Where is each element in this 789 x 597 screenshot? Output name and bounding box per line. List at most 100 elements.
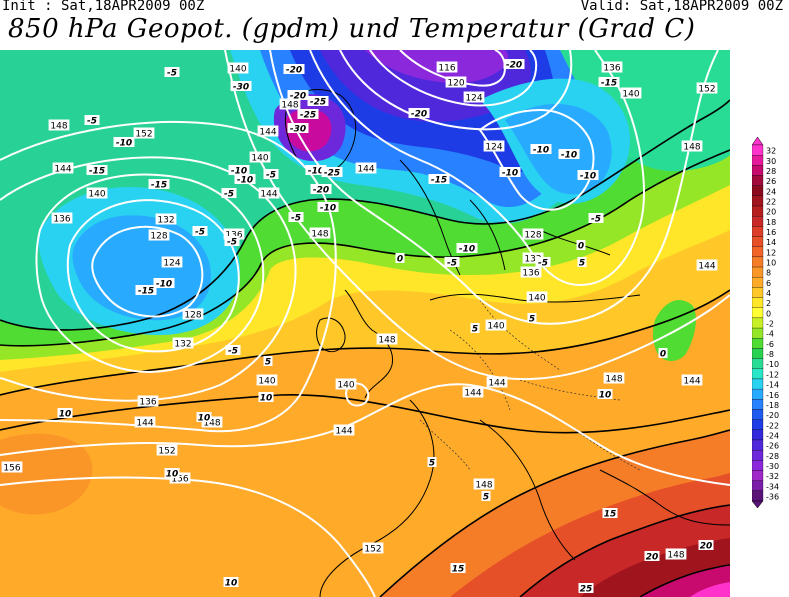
geopotential-label: 152 (158, 447, 175, 457)
geopotential-label: 144 (54, 165, 71, 175)
legend-swatch (752, 226, 764, 237)
temperature-label-box (317, 202, 339, 212)
geopotential-label: 136 (522, 269, 539, 279)
temperature-label-box (456, 243, 478, 253)
temperature-label: -5 (291, 214, 301, 224)
legend-bar (752, 137, 764, 509)
temp-band-32 (690, 582, 730, 597)
geopotential-label: 132 (524, 255, 541, 265)
legend-label: -30 (766, 462, 779, 471)
legend-canvas: 32302826242220181614121086420-2-4-6-8-10… (752, 137, 779, 509)
temperature-label: -30 (290, 125, 306, 135)
legend-label: -28 (766, 452, 779, 461)
geopotential-label-box (335, 378, 357, 390)
temperature-label: -20 (411, 110, 427, 120)
legend-swatch (752, 256, 764, 268)
temperature-label: 10 (198, 414, 211, 424)
temperature-label-box (658, 348, 668, 358)
temperature-label-box (598, 77, 620, 87)
geopotential-label: 152 (364, 545, 381, 555)
legend-swatch (752, 439, 764, 451)
legend-label: 32 (766, 147, 776, 156)
geopotential-label: 136 (53, 215, 70, 225)
legend-swatch (752, 348, 764, 359)
geopot-128 (66, 199, 240, 353)
legend-label: 26 (766, 177, 776, 186)
temperature-label-box (164, 468, 180, 478)
legend-label: -14 (766, 381, 779, 390)
temperature-label: -10 (308, 167, 324, 177)
legend-label: 28 (766, 167, 776, 176)
color-legend: 32 30 28 26 24 22 20 18 16 14 12 10 8 6 4 2 0 -2 -4 -6 -8 -10… (752, 137, 789, 509)
isotherm-15 (379, 429, 730, 597)
geopotential-label-box (376, 333, 398, 345)
geopotential-label: 120 (447, 79, 464, 89)
geopotential-label: 136 (603, 64, 620, 74)
temperature-label: -15 (431, 176, 447, 186)
legend-swatch (752, 460, 764, 471)
geopotential-label-box (696, 259, 718, 271)
legend-arrow-bottom (752, 500, 764, 509)
legend-label: 8 (766, 269, 771, 278)
temperature-label: -15 (601, 79, 617, 89)
temperature-label: -15 (151, 181, 167, 191)
geopotential-label-box (473, 478, 495, 490)
geopotential-label: 148 (203, 419, 220, 429)
temperature-label-box (287, 123, 309, 133)
temperature-label-box (84, 115, 100, 125)
geopotential-label: 132 (157, 216, 174, 226)
coast-sweden (469, 199, 506, 271)
isotherm-5 (0, 289, 730, 396)
temperature-label-box (228, 165, 250, 175)
temperature-label: 15 (604, 510, 617, 520)
temperature-label-box (153, 278, 175, 288)
temperature-label: -10 (533, 146, 549, 156)
legend-swatch (752, 266, 764, 278)
legend-swatch (752, 419, 764, 430)
temperature-label: -15 (138, 287, 154, 297)
geopotential-label: 144 (260, 190, 277, 200)
legend-arrow-top (752, 137, 764, 146)
temperature-label: 5 (472, 325, 478, 335)
temperature-labels: -5 -20 -20-30 -15-20-25-25-30-20-5-10-10 -10… (57, 59, 714, 595)
geopotential-label: 144 (683, 377, 700, 387)
legend-swatch (752, 338, 764, 349)
geopotential-label: 140 (622, 90, 639, 100)
legend-label: -36 (766, 492, 779, 501)
geopotential-label: 156 (171, 475, 188, 485)
geopot-140 (269, 50, 719, 325)
coast-north-sea (429, 293, 641, 303)
isotherm-minus5 (0, 99, 730, 331)
legend-label: 4 (766, 289, 771, 298)
geopotential-label: 140 (88, 190, 105, 200)
temperature-label-box (148, 179, 170, 189)
legend-swatch (752, 388, 764, 400)
temperature-label: 0 (578, 242, 584, 252)
legend-label: 14 (766, 238, 776, 247)
geopotential-label-box (522, 252, 544, 264)
legend-swatch (752, 205, 764, 217)
geopotential-label-box (258, 187, 280, 199)
legend-swatch (752, 144, 764, 156)
temperature-label: -5 (224, 190, 234, 200)
temperature-label-box (444, 257, 460, 267)
temperature-label-box (234, 174, 256, 184)
isotherm-0 (0, 149, 730, 347)
coast-iberia-france (319, 399, 435, 597)
temperature-label-box (558, 149, 580, 159)
geopotential-label-box (485, 319, 507, 331)
temperature-label: -5 (538, 259, 548, 269)
geopotential-label-box (86, 187, 108, 199)
temperature-label: -10 (459, 245, 475, 255)
temperature-label: 10 (166, 470, 179, 480)
coast-balkans (599, 469, 730, 526)
geopotential-label-box (362, 542, 384, 554)
temperature-label: -10 (502, 169, 518, 179)
legend-label: 24 (766, 187, 776, 196)
temperature-label: -20 (290, 92, 306, 102)
temperature-label: -5 (227, 238, 237, 248)
geopotential-label: 140 (528, 294, 545, 304)
temperature-label: -5 (195, 228, 205, 238)
temperature-label: 10 (59, 410, 72, 420)
geopotential-label-box (1, 461, 23, 473)
